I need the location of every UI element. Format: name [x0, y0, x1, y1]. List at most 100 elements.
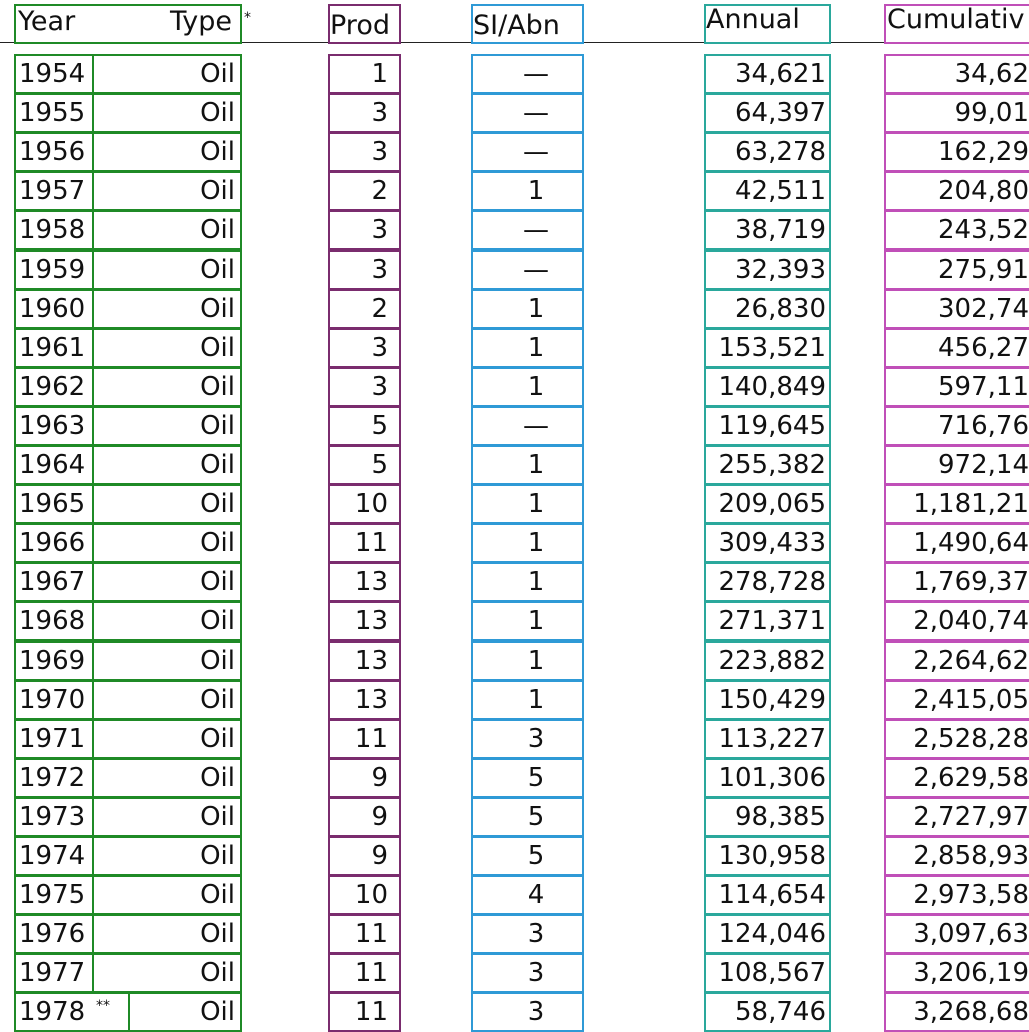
- cumulative-value: 2,629,58: [913, 763, 1029, 793]
- type-value: Oil: [200, 646, 235, 676]
- annual-cell-box: [704, 601, 831, 641]
- year-value: 1954: [19, 59, 86, 89]
- year-value: 1967: [19, 567, 86, 597]
- si-abn-value: —: [523, 411, 549, 441]
- annual-value: 26,830: [735, 294, 826, 324]
- cumulative-value: 1,769,37: [913, 567, 1029, 597]
- si-abn-value: —: [523, 137, 549, 167]
- cumulative-value: 1,490,64: [913, 528, 1029, 558]
- annual-value: 130,958: [718, 841, 826, 871]
- cumulative-value: 1,181,21: [913, 489, 1029, 519]
- year-value: 1963: [19, 411, 86, 441]
- si-abn-value: 1: [527, 372, 545, 402]
- si-abn-value: 1: [527, 646, 545, 676]
- header-year: Year: [18, 6, 76, 37]
- year-value: 1975: [19, 880, 86, 910]
- type-value: Oil: [200, 489, 235, 519]
- annual-cell-box: [704, 210, 831, 250]
- type-value: Oil: [200, 215, 235, 245]
- type-value: Oil: [200, 176, 235, 206]
- year-value: 1976: [19, 919, 86, 949]
- prod-value: 13: [354, 685, 388, 715]
- cumulative-value: 2,264,62: [913, 646, 1029, 676]
- cumulative-value: 2,858,93: [913, 841, 1029, 871]
- year-value: 1959: [19, 255, 86, 285]
- si-abn-cell-box: [471, 601, 584, 641]
- si-abn-value: 3: [527, 724, 545, 754]
- si-abn-value: 5: [527, 763, 545, 793]
- cumulative-value: 716,76: [938, 411, 1029, 441]
- cumulative-value: 99,01: [954, 98, 1029, 128]
- prod-value: 3: [371, 333, 388, 363]
- cumulative-value: 2,973,58: [913, 880, 1029, 910]
- prod-value: 3: [371, 372, 388, 402]
- prod-value: 13: [354, 606, 388, 636]
- cumulative-value: 2,415,05: [913, 685, 1029, 715]
- annual-value: 63,278: [735, 137, 826, 167]
- si-abn-value: 1: [527, 450, 545, 480]
- header-year-type-box: [14, 4, 242, 44]
- type-value: Oil: [200, 567, 235, 597]
- type-value: Oil: [200, 841, 235, 871]
- si-abn-value: 1: [527, 294, 545, 324]
- si-abn-cell-box: [471, 210, 584, 250]
- prod-value: 10: [354, 880, 388, 910]
- type-value: Oil: [200, 880, 235, 910]
- year-value: 1965: [19, 489, 86, 519]
- year-value: 1969: [19, 646, 86, 676]
- type-value: Oil: [200, 333, 235, 363]
- annual-value: 255,382: [718, 450, 826, 480]
- header-cumulative: Cumulativ: [887, 4, 1025, 35]
- prod-value: 9: [371, 763, 388, 793]
- header-prod: Prod: [330, 10, 390, 41]
- type-value: Oil: [200, 137, 235, 167]
- cumulative-value: 2,040,74: [913, 606, 1029, 636]
- type-value: Oil: [200, 724, 235, 754]
- annual-value: 114,654: [718, 880, 826, 910]
- header-si-abn: SI/Abn: [473, 10, 560, 41]
- cumulative-value: 302,74: [938, 294, 1029, 324]
- year-value: 1972: [19, 763, 86, 793]
- header-type: Type: [170, 6, 233, 37]
- type-value: Oil: [200, 958, 235, 988]
- si-abn-value: 5: [527, 802, 545, 832]
- si-abn-value: 1: [527, 333, 545, 363]
- year-value: 1973: [19, 802, 86, 832]
- type-value: Oil: [200, 997, 235, 1027]
- prod-value: 11: [354, 528, 388, 558]
- cumulative-value: 972,14: [938, 450, 1029, 480]
- annual-value: 38,719: [735, 215, 826, 245]
- annual-value: 101,306: [718, 763, 826, 793]
- prod-value: 2: [371, 294, 388, 324]
- cumulative-value: 243,52: [938, 215, 1029, 245]
- type-value: Oil: [200, 98, 235, 128]
- cumulative-value: 597,11: [938, 372, 1029, 402]
- prod-value: 1: [371, 59, 388, 89]
- cumulative-value: 2,528,28: [913, 724, 1029, 754]
- prod-cell-box: [328, 601, 401, 641]
- type-value: Oil: [200, 255, 235, 285]
- cumulative-value: 3,268,68: [913, 997, 1029, 1027]
- prod-value: 5: [371, 411, 388, 441]
- annual-value: 153,521: [718, 333, 826, 363]
- header-prod-box: [328, 4, 401, 44]
- type-value: Oil: [200, 294, 235, 324]
- si-abn-value: 3: [527, 997, 545, 1027]
- prod-cell-box: [328, 210, 401, 250]
- cumulative-value: 34,62: [954, 59, 1029, 89]
- cumulative-value: 3,206,19: [913, 958, 1029, 988]
- year-value: 1971: [19, 724, 86, 754]
- prod-value: 9: [371, 802, 388, 832]
- annual-value: 150,429: [718, 685, 826, 715]
- year-value: 1956: [19, 137, 86, 167]
- type-value: Oil: [200, 763, 235, 793]
- si-abn-value: 5: [527, 841, 545, 871]
- year-value: 1974: [19, 841, 86, 871]
- si-abn-value: 1: [527, 176, 545, 206]
- type-value: Oil: [200, 685, 235, 715]
- annual-value: 309,433: [718, 528, 826, 558]
- si-abn-value: —: [523, 255, 549, 285]
- prod-value: 13: [354, 646, 388, 676]
- year-value: 1955: [19, 98, 86, 128]
- prod-value: 9: [371, 841, 388, 871]
